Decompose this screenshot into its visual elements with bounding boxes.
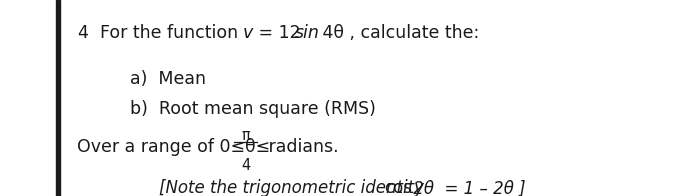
Text: b)  Root mean square (RMS): b) Root mean square (RMS) — [130, 100, 377, 118]
Text: 2θ  = 1 – 2θ ]: 2θ = 1 – 2θ ] — [407, 179, 525, 196]
Text: 4: 4 — [241, 158, 251, 173]
Text: For the function: For the function — [100, 24, 244, 43]
Bar — [57, 0, 60, 196]
Text: 4θ , calculate the:: 4θ , calculate the: — [317, 24, 479, 43]
Text: π: π — [241, 128, 250, 143]
Text: Over a range of 0≤θ≤: Over a range of 0≤θ≤ — [77, 138, 270, 156]
Text: a)  Mean: a) Mean — [130, 70, 206, 88]
Text: 4: 4 — [77, 24, 88, 43]
Text: = 12: = 12 — [253, 24, 301, 43]
Text: v: v — [243, 24, 253, 43]
Text: cos: cos — [384, 179, 412, 196]
Text: radians.: radians. — [262, 138, 338, 156]
Text: sin: sin — [295, 24, 319, 43]
Text: [Note the trigonometric identity: [Note the trigonometric identity — [160, 179, 430, 196]
